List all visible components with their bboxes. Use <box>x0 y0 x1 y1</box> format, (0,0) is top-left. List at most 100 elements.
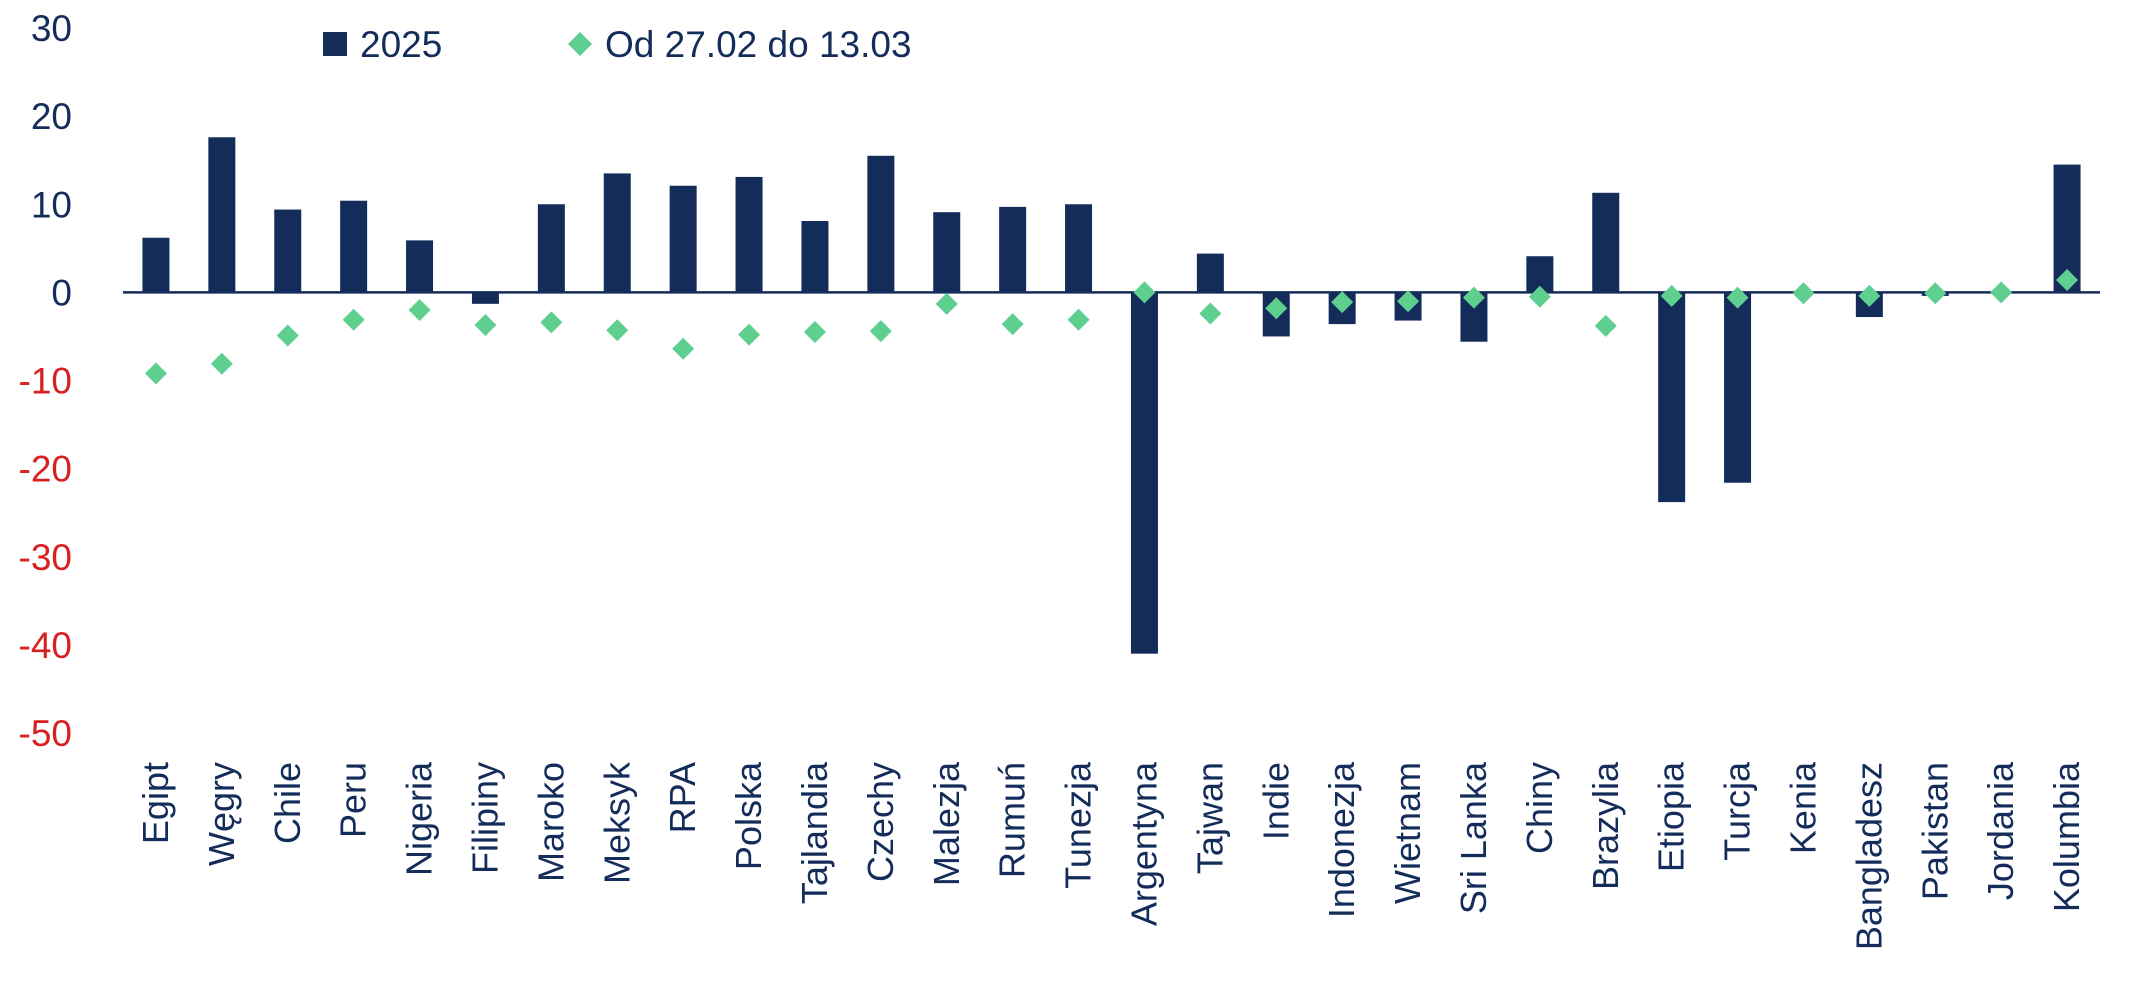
marker-malezja <box>935 292 958 315</box>
bar-meksyk <box>603 173 631 293</box>
x-category-label: Peru <box>333 762 374 838</box>
marker-wietnam <box>1397 290 1420 313</box>
y-axis: 30 20 10 0 -10 -20 -30 -40 -50 <box>19 8 72 754</box>
x-category-label: Rumuń <box>992 762 1033 878</box>
x-category-label: Tajlandia <box>794 761 835 904</box>
marker-egipt <box>144 362 167 385</box>
x-category-label: Argentyna <box>1123 761 1164 926</box>
x-category-label: Egipt <box>135 762 176 844</box>
marker-meksyk <box>606 319 629 342</box>
marker-maroko <box>540 311 563 334</box>
marker-tajlandia <box>803 321 826 344</box>
x-category-label: Sri Lanka <box>1453 761 1494 914</box>
legend-label: Od 27.02 do 13.03 <box>605 24 912 65</box>
x-category-label: Kenia <box>1782 761 1823 854</box>
x-category-label: Chile <box>267 762 308 844</box>
y-tick-label: 30 <box>31 8 72 49</box>
y-tick-label: 20 <box>31 96 72 137</box>
x-category-label: Indie <box>1255 762 1296 840</box>
bar-egipt <box>142 237 170 293</box>
x-category-label: Brazylia <box>1585 761 1626 890</box>
x-category-label: Czechy <box>860 762 901 882</box>
bar-rumuń <box>999 206 1027 293</box>
bar-malezja <box>933 212 961 293</box>
y-tick-label: -20 <box>19 449 72 490</box>
y-tick-label: -30 <box>19 537 72 578</box>
marker-tajwan <box>1199 302 1222 325</box>
bar-filipiny <box>471 292 499 304</box>
bar-rpa <box>669 185 697 293</box>
marker-indonezja <box>1331 291 1354 314</box>
x-category-label: Polska <box>728 761 769 870</box>
x-category-label: Etiopia <box>1651 761 1692 872</box>
bar-nigeria <box>406 240 434 293</box>
bar-brazylia <box>1592 192 1620 293</box>
bar-maroko <box>537 204 565 293</box>
x-category-label: Jordania <box>1980 761 2021 900</box>
x-category-label: Pakistan <box>1914 762 1955 900</box>
marker-polska <box>738 323 761 346</box>
marker-turcja <box>1726 286 1749 309</box>
x-category-label: Filipiny <box>464 762 505 874</box>
marker-filipiny <box>474 313 497 336</box>
marker-jordania <box>1990 281 2013 304</box>
x-category-label: Maroko <box>530 762 571 882</box>
marker-czechy <box>869 320 892 343</box>
x-category-label: Indonezja <box>1321 761 1362 918</box>
marker-węgry <box>210 352 233 375</box>
y-tick-label: -50 <box>19 713 72 754</box>
x-category-label: Tajwan <box>1189 762 1230 874</box>
bar-polska <box>735 176 763 293</box>
x-axis-labels: Egipt Węgry Chile Peru Nigeria Filipiny Maroko… <box>135 761 2087 950</box>
y-tick-label: 10 <box>31 184 72 225</box>
bar-turcja <box>1724 292 1752 483</box>
x-category-label: Bangladesz <box>1848 762 1889 950</box>
legend-label: 2025 <box>360 24 442 65</box>
y-tick-label: -10 <box>19 361 72 402</box>
bar-peru <box>340 200 368 293</box>
x-category-label: Chiny <box>1519 762 1560 854</box>
marker-pakistan <box>1924 282 1947 305</box>
x-category-label: Turcja <box>1717 761 1758 861</box>
marker-kenia <box>1792 282 1815 305</box>
bar-tunezja <box>1065 204 1093 293</box>
marker-etiopia <box>1660 284 1683 307</box>
y-tick-label: 0 <box>51 272 72 313</box>
x-category-label: Węgry <box>201 762 242 866</box>
marker-sri-lanka <box>1462 286 1485 309</box>
marker-bangladesz <box>1858 284 1881 307</box>
marker-argentyna <box>1133 281 1156 304</box>
x-category-label: Meksyk <box>596 761 637 884</box>
marker-tunezja <box>1067 308 1090 331</box>
marker-indie <box>1265 297 1288 320</box>
marker-chiny <box>1528 285 1551 308</box>
marker-series <box>144 269 2079 385</box>
x-category-label: Malezja <box>926 761 967 886</box>
marker-nigeria <box>408 299 431 321</box>
bar-tajlandia <box>801 220 829 293</box>
legend-swatch-marker <box>568 32 592 56</box>
x-category-label: Tunezja <box>1058 761 1099 889</box>
bar-chile <box>274 209 302 293</box>
marker-peru <box>342 308 365 331</box>
x-category-label: Wietnam <box>1387 762 1428 904</box>
x-category-label: RPA <box>662 762 703 833</box>
bar-czechy <box>867 155 895 293</box>
marker-rpa <box>672 337 695 360</box>
bar-argentyna <box>1130 292 1158 654</box>
x-category-label: Nigeria <box>399 761 440 876</box>
marker-rumuń <box>1001 313 1024 336</box>
legend-swatch-bar <box>323 32 347 56</box>
bar-series <box>142 137 2081 654</box>
marker-kolumbia <box>2056 269 2079 292</box>
x-category-label: Kolumbia <box>2046 761 2087 912</box>
marker-chile <box>276 324 299 347</box>
y-tick-label: -40 <box>19 625 72 666</box>
bar-węgry <box>208 137 236 293</box>
legend: 2025 Od 27.02 do 13.03 <box>323 24 912 65</box>
bar-tajwan <box>1196 253 1224 293</box>
marker-brazylia <box>1594 314 1617 337</box>
bar-etiopia <box>1658 292 1686 503</box>
